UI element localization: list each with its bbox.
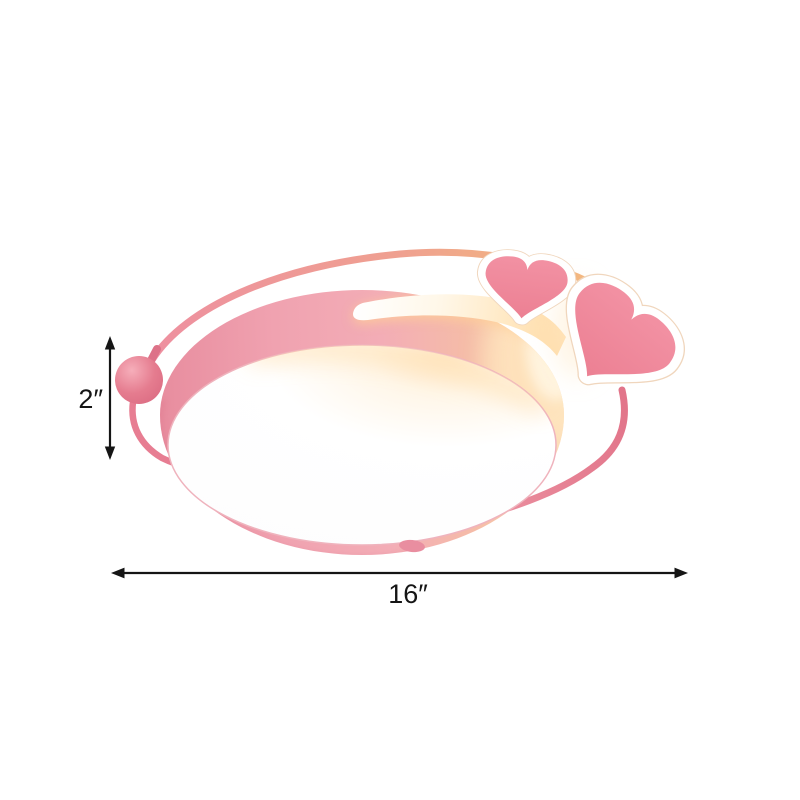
- width-arrow-head-right-icon: [674, 567, 688, 579]
- height-dimension-label: 2″: [78, 384, 103, 414]
- heart-face: [485, 256, 568, 319]
- width-arrow-head-left-icon: [111, 567, 125, 579]
- width-dimension-label: 16″: [388, 579, 428, 609]
- height-arrow-head-down-icon: [104, 446, 116, 460]
- ball-finial: [115, 356, 163, 404]
- mounting-nub: [399, 539, 425, 553]
- height-dimension: 2″: [78, 336, 116, 460]
- height-arrow-head-up-icon: [104, 336, 116, 350]
- width-dimension: 16″: [111, 567, 688, 609]
- heart-panel-small: [477, 249, 577, 326]
- heart-face: [575, 282, 676, 377]
- heart-panel-large: [565, 273, 685, 386]
- diffuser-panel: [167, 344, 557, 546]
